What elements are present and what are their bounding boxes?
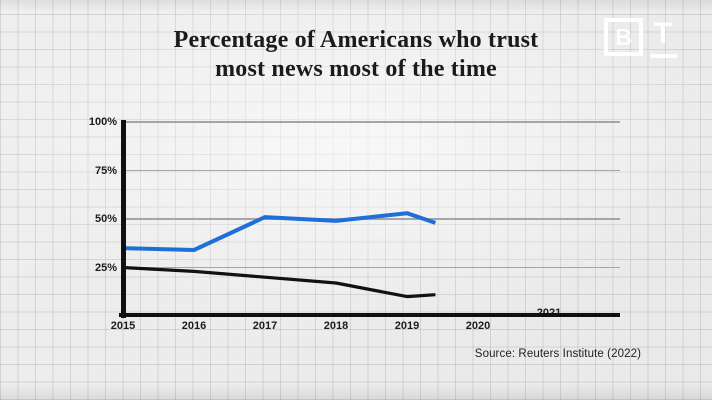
gridline-100% bbox=[123, 121, 620, 123]
y-axis-tick-label: 75% bbox=[94, 164, 117, 177]
y-axis-line bbox=[121, 120, 126, 318]
chart-title-line2: most news most of the time bbox=[215, 56, 497, 82]
source-credit: Source: Reuters Institute (2022) bbox=[474, 348, 641, 360]
chart-title: Percentage of Americans who trust most n… bbox=[0, 26, 712, 84]
y-axis-tick-label: 25% bbox=[94, 261, 117, 274]
gridline-25% bbox=[123, 266, 620, 269]
x-axis-tick-label: 2015 bbox=[110, 320, 136, 332]
x-axis-tick-label: 2019 bbox=[394, 320, 420, 332]
gridline-50% bbox=[123, 218, 620, 220]
bt-logo-letter-b: B bbox=[615, 23, 632, 50]
y-axis-tick-label: 50% bbox=[94, 213, 117, 225]
x-axis-tick-label: 2020 bbox=[465, 320, 491, 332]
chart-title-line1: Percentage of Americans who trust bbox=[173, 27, 539, 53]
x-axis-line bbox=[119, 312, 620, 318]
gridline-75% bbox=[123, 169, 620, 172]
y-axis-tick-label: 100% bbox=[88, 116, 117, 128]
x-axis-tick-label: 2018 bbox=[323, 320, 349, 332]
x-axis-tick-label: 2016 bbox=[181, 320, 207, 332]
bt-logo-letter-t: T bbox=[653, 17, 673, 50]
x-axis-tick-label: 2017 bbox=[252, 320, 278, 332]
bt-logo-underline bbox=[651, 53, 677, 58]
bt-logo-square: B bbox=[604, 18, 643, 56]
